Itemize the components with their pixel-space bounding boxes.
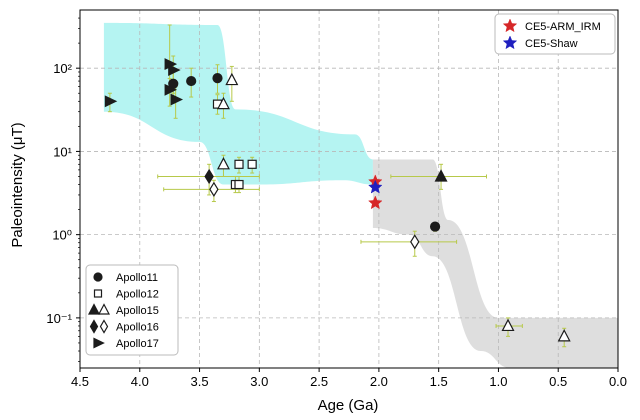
ce5-shaw-point-0 (368, 179, 383, 194)
ce5-arm-irm-point-1 (368, 195, 383, 210)
x-axis-label: Age (Ga) (318, 397, 379, 414)
x-tick-label: 3.0 (250, 374, 268, 389)
apollo11-point-2 (212, 72, 223, 84)
apollo12-point-1 (234, 159, 244, 169)
apollo12-legend-marker (93, 289, 103, 298)
apollo15-point-1 (216, 96, 230, 110)
apollo16-legend-marker-open (99, 319, 109, 334)
apollo15-legend-marker-open (98, 303, 110, 315)
y-axis-ticks: 10⁻¹ 10⁰ 10¹ 10² (46, 17, 80, 362)
x-tick-label: 0.5 (549, 374, 567, 389)
y-tick-label: 10¹ (53, 144, 72, 159)
apollo15-legend-marker-filled (88, 303, 100, 315)
x-tick-label: 2.5 (310, 374, 328, 389)
y-tick-label: 10² (53, 61, 72, 76)
apollo15-point-0 (225, 72, 239, 86)
apollo16-legend-marker-filled (89, 319, 99, 334)
apollo11-legend-marker (93, 272, 103, 282)
x-tick-label: 4.0 (131, 374, 149, 389)
apollo16-point-0 (204, 168, 214, 185)
legend-top-right: CE5-ARM_IRM CE5-Shaw (494, 13, 616, 55)
y-tick-label: 10⁰ (52, 228, 72, 243)
legend-star-1 (502, 35, 518, 50)
y-axis-label: Paleointensity (μT) (9, 122, 26, 247)
apollo15-point-4 (501, 318, 515, 332)
apollo12-point-2 (247, 159, 257, 169)
legend-bottom-left: Apollo11 Apollo12 Apollo15 Apollo16 Apollo17 (85, 264, 179, 356)
x-tick-label: 0.0 (609, 374, 627, 389)
x-tick-label: 2.0 (370, 374, 388, 389)
apollo12-point-4 (234, 179, 244, 190)
confidence-bands (103, 22, 618, 368)
band-gray (372, 159, 618, 368)
apollo17-legend-marker (93, 337, 105, 349)
apollo11-point-3 (429, 221, 441, 232)
data-markers (104, 58, 571, 342)
apollo15-point-2 (216, 157, 230, 170)
x-axis-ticks: 4.5 4.0 3.5 3.0 2.5 2.0 1.5 1.0 0.5 0.0 (71, 368, 627, 389)
apollo12-legend-label: Apollo12 (116, 289, 159, 301)
x-tick-label: 3.5 (191, 374, 209, 389)
apollo17-point-4 (168, 64, 181, 76)
apollo16-legend-label: Apollo16 (116, 322, 159, 334)
x-tick-label: 4.5 (71, 374, 89, 389)
apollo15-point-5 (557, 329, 571, 342)
legend-bottom-left-box (85, 264, 179, 356)
x-tick-label: 1.0 (489, 374, 507, 389)
x-tick-label: 1.5 (430, 374, 448, 389)
apollo15-point-3 (434, 169, 448, 182)
legend-label-ce5-shaw: CE5-Shaw (525, 38, 578, 50)
apollo16-point-1 (209, 181, 219, 198)
y-tick-label: 10⁻¹ (46, 311, 72, 326)
plot-frame (79, 9, 619, 369)
apollo16-point-2 (410, 234, 420, 250)
apollo11-point-1 (186, 75, 197, 87)
apollo17-point-0 (104, 95, 118, 108)
apollo15-legend-label: Apollo15 (116, 305, 159, 317)
legend-top-right-box (494, 13, 616, 55)
apollo11-legend-label: Apollo11 (116, 272, 158, 284)
legend-star-0 (502, 18, 518, 33)
legend-label-ce5-arm-irm: CE5-ARM_IRM (525, 21, 601, 33)
apollo17-legend-label: Apollo17 (116, 338, 159, 350)
apollo17-point-2 (170, 93, 184, 106)
apollo17-point-3 (164, 83, 178, 96)
